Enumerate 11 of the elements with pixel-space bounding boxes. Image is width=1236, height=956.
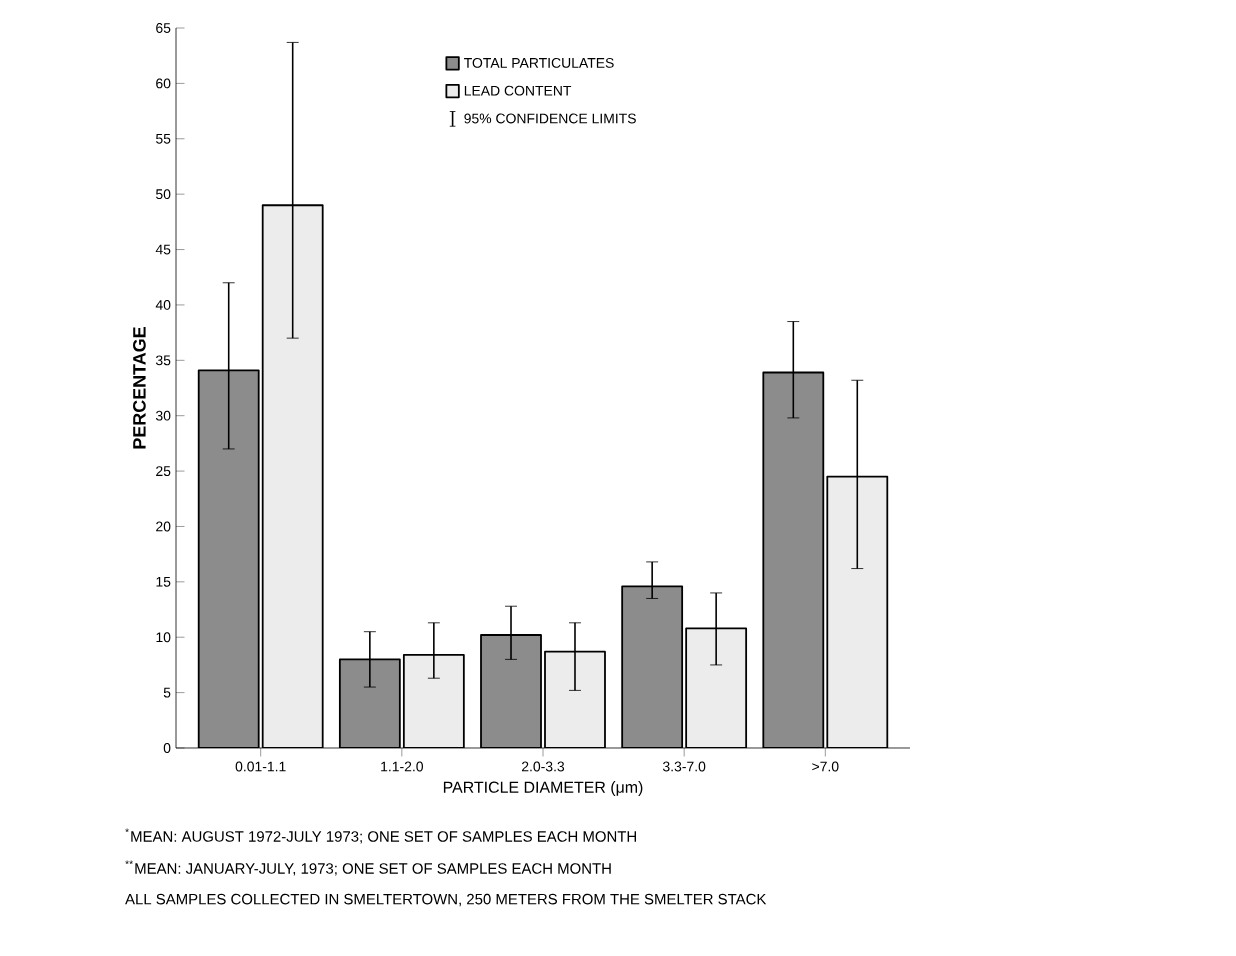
- bar: [197, 369, 260, 748]
- bar: [762, 371, 825, 748]
- bar: [338, 658, 401, 748]
- y-axis-title: PERCENTAGE: [133, 327, 146, 449]
- bar: [480, 634, 542, 748]
- bar: [685, 627, 748, 748]
- bar: [402, 654, 465, 748]
- bar: [621, 585, 684, 748]
- bar: [826, 475, 889, 748]
- bar: [261, 204, 324, 748]
- bar: [544, 650, 606, 748]
